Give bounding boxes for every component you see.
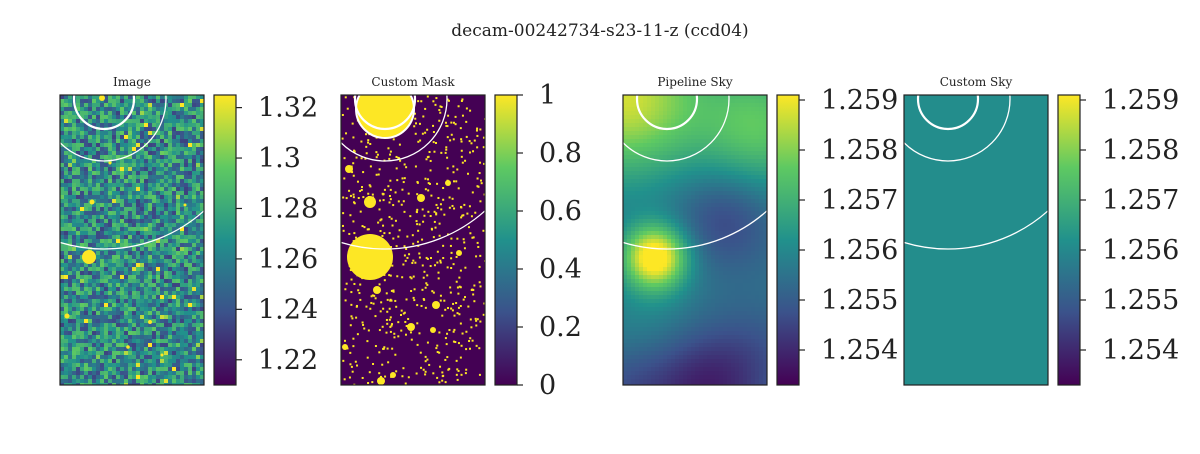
colorbar-tick-label: 1.255 (821, 285, 898, 316)
colorbar-tick-label: 1.257 (821, 185, 898, 216)
colorbar-tick-label: 0 (539, 370, 556, 401)
colorbar-tick-label: 1.254 (821, 335, 898, 366)
colorbar-tick-label: 0.4 (539, 254, 582, 285)
source (126, 345, 130, 349)
mask-blob (345, 165, 353, 173)
colorbar-tick-label: 0.8 (539, 138, 582, 169)
colorbar-tick-label: 1.256 (821, 235, 898, 266)
mask-blob (445, 180, 451, 186)
source (161, 354, 164, 357)
colorbar-tick-label: 1.259 (1102, 85, 1179, 116)
mask-blob (432, 301, 440, 309)
colorbar: 0 0.2 0.4 0.6 0.8 1 (495, 80, 582, 401)
colorbar-tick-label: 1.258 (821, 135, 898, 166)
source (82, 250, 96, 264)
mask-blob (417, 194, 425, 202)
source (65, 314, 70, 319)
colorbar: 1.254 1.255 1.256 1.257 1.258 1.259 (1058, 85, 1179, 385)
colorbar-tick-label: 1.256 (1102, 235, 1179, 266)
colorbar-tick-label: 1.24 (258, 294, 318, 325)
panel-title: Custom Mask (371, 75, 455, 89)
colorbar-tick-label: 1.22 (258, 345, 318, 376)
mask-blob (377, 377, 385, 385)
mask-blob (390, 372, 396, 378)
colorbar: 1.22 1.24 1.26 1.28 1.3 1.32 (214, 93, 318, 385)
panel-image: Image 1.22 1.24 1.26 1.28 1.3 1.32 (0, 0, 318, 387)
source (148, 320, 152, 324)
source (109, 162, 112, 165)
mask-blob (364, 196, 376, 208)
mask-blob (373, 286, 381, 294)
panel-title: Image (113, 75, 151, 89)
mask-blob (456, 250, 462, 256)
colorbar-tick-label: 1.254 (1102, 335, 1179, 366)
colorbar: 1.254 1.255 1.256 1.257 1.258 1.259 (777, 85, 898, 385)
source (90, 200, 95, 205)
mask-blob (407, 323, 415, 331)
colorbar-tick-label: 1 (539, 80, 556, 111)
colorbar-tick-label: 1.3 (258, 143, 301, 174)
mask-blob (430, 327, 436, 333)
colorbar-tick-label: 1.257 (1102, 185, 1179, 216)
colorbar-tick-label: 0.2 (539, 312, 582, 343)
colorbar-tick-label: 0.6 (539, 196, 582, 227)
colorbar-tick-label: 1.32 (258, 93, 318, 124)
colorbar-tick-label: 1.255 (1102, 285, 1179, 316)
panel-title: Pipeline Sky (657, 75, 733, 89)
source (184, 204, 187, 207)
colorbar-tick-label: 1.26 (258, 244, 318, 275)
panel-title: Custom Sky (940, 75, 1013, 89)
source (99, 95, 105, 101)
mask-blob (347, 234, 393, 280)
figure-title: decam-00242734-s23-11-z (ccd04) (451, 21, 748, 41)
colorbar-tick-label: 1.259 (821, 85, 898, 116)
colorbar-tick-label: 1.258 (1102, 135, 1179, 166)
mask-blob (342, 344, 348, 350)
colorbar-tick-label: 1.28 (258, 193, 318, 224)
